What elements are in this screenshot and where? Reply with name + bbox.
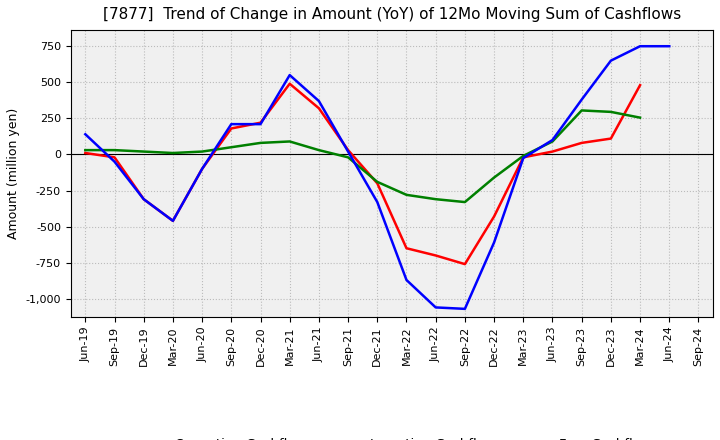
Investing Cashflow: [461, 199, 469, 205]
Investing Cashflow: [636, 115, 644, 120]
Investing Cashflow: [343, 155, 352, 160]
Free Cashflow: [285, 73, 294, 78]
Free Cashflow: [198, 166, 207, 172]
Investing Cashflow: [168, 150, 177, 156]
Free Cashflow: [227, 121, 235, 127]
Free Cashflow: [168, 218, 177, 224]
Operating Cashflow: [285, 81, 294, 86]
Title: [7877]  Trend of Change in Amount (YoY) of 12Mo Moving Sum of Cashflows: [7877] Trend of Change in Amount (YoY) o…: [103, 7, 681, 22]
Operating Cashflow: [198, 166, 207, 172]
Y-axis label: Amount (million yen): Amount (million yen): [7, 108, 20, 239]
Investing Cashflow: [256, 140, 265, 146]
Free Cashflow: [490, 240, 498, 245]
Free Cashflow: [315, 99, 323, 104]
Investing Cashflow: [198, 149, 207, 154]
Free Cashflow: [373, 199, 382, 205]
Operating Cashflow: [431, 253, 440, 258]
Investing Cashflow: [577, 108, 586, 113]
Investing Cashflow: [490, 175, 498, 180]
Free Cashflow: [402, 277, 411, 282]
Free Cashflow: [140, 197, 148, 202]
Investing Cashflow: [431, 197, 440, 202]
Investing Cashflow: [227, 145, 235, 150]
Operating Cashflow: [315, 106, 323, 111]
Operating Cashflow: [110, 155, 119, 160]
Investing Cashflow: [140, 149, 148, 154]
Free Cashflow: [256, 121, 265, 127]
Operating Cashflow: [227, 126, 235, 131]
Free Cashflow: [636, 44, 644, 49]
Operating Cashflow: [519, 155, 528, 160]
Operating Cashflow: [577, 140, 586, 146]
Investing Cashflow: [519, 153, 528, 158]
Free Cashflow: [343, 149, 352, 154]
Operating Cashflow: [140, 197, 148, 202]
Operating Cashflow: [168, 218, 177, 224]
Investing Cashflow: [373, 179, 382, 184]
Free Cashflow: [110, 159, 119, 164]
Line: Investing Cashflow: Investing Cashflow: [86, 110, 640, 202]
Free Cashflow: [577, 97, 586, 102]
Investing Cashflow: [548, 139, 557, 144]
Line: Free Cashflow: Free Cashflow: [86, 46, 670, 309]
Operating Cashflow: [402, 246, 411, 251]
Free Cashflow: [665, 44, 674, 49]
Operating Cashflow: [548, 149, 557, 154]
Free Cashflow: [606, 58, 615, 63]
Free Cashflow: [548, 137, 557, 143]
Operating Cashflow: [256, 120, 265, 125]
Investing Cashflow: [402, 192, 411, 198]
Free Cashflow: [461, 306, 469, 312]
Line: Operating Cashflow: Operating Cashflow: [86, 84, 640, 264]
Investing Cashflow: [315, 147, 323, 153]
Operating Cashflow: [636, 83, 644, 88]
Legend: Operating Cashflow, Investing Cashflow, Free Cashflow: Operating Cashflow, Investing Cashflow, …: [127, 433, 657, 440]
Investing Cashflow: [81, 147, 90, 153]
Operating Cashflow: [343, 147, 352, 153]
Operating Cashflow: [461, 261, 469, 267]
Operating Cashflow: [606, 136, 615, 141]
Free Cashflow: [431, 305, 440, 310]
Investing Cashflow: [285, 139, 294, 144]
Operating Cashflow: [373, 181, 382, 186]
Investing Cashflow: [606, 109, 615, 114]
Investing Cashflow: [110, 147, 119, 153]
Free Cashflow: [81, 132, 90, 137]
Operating Cashflow: [81, 150, 90, 156]
Free Cashflow: [519, 155, 528, 161]
Operating Cashflow: [490, 214, 498, 219]
